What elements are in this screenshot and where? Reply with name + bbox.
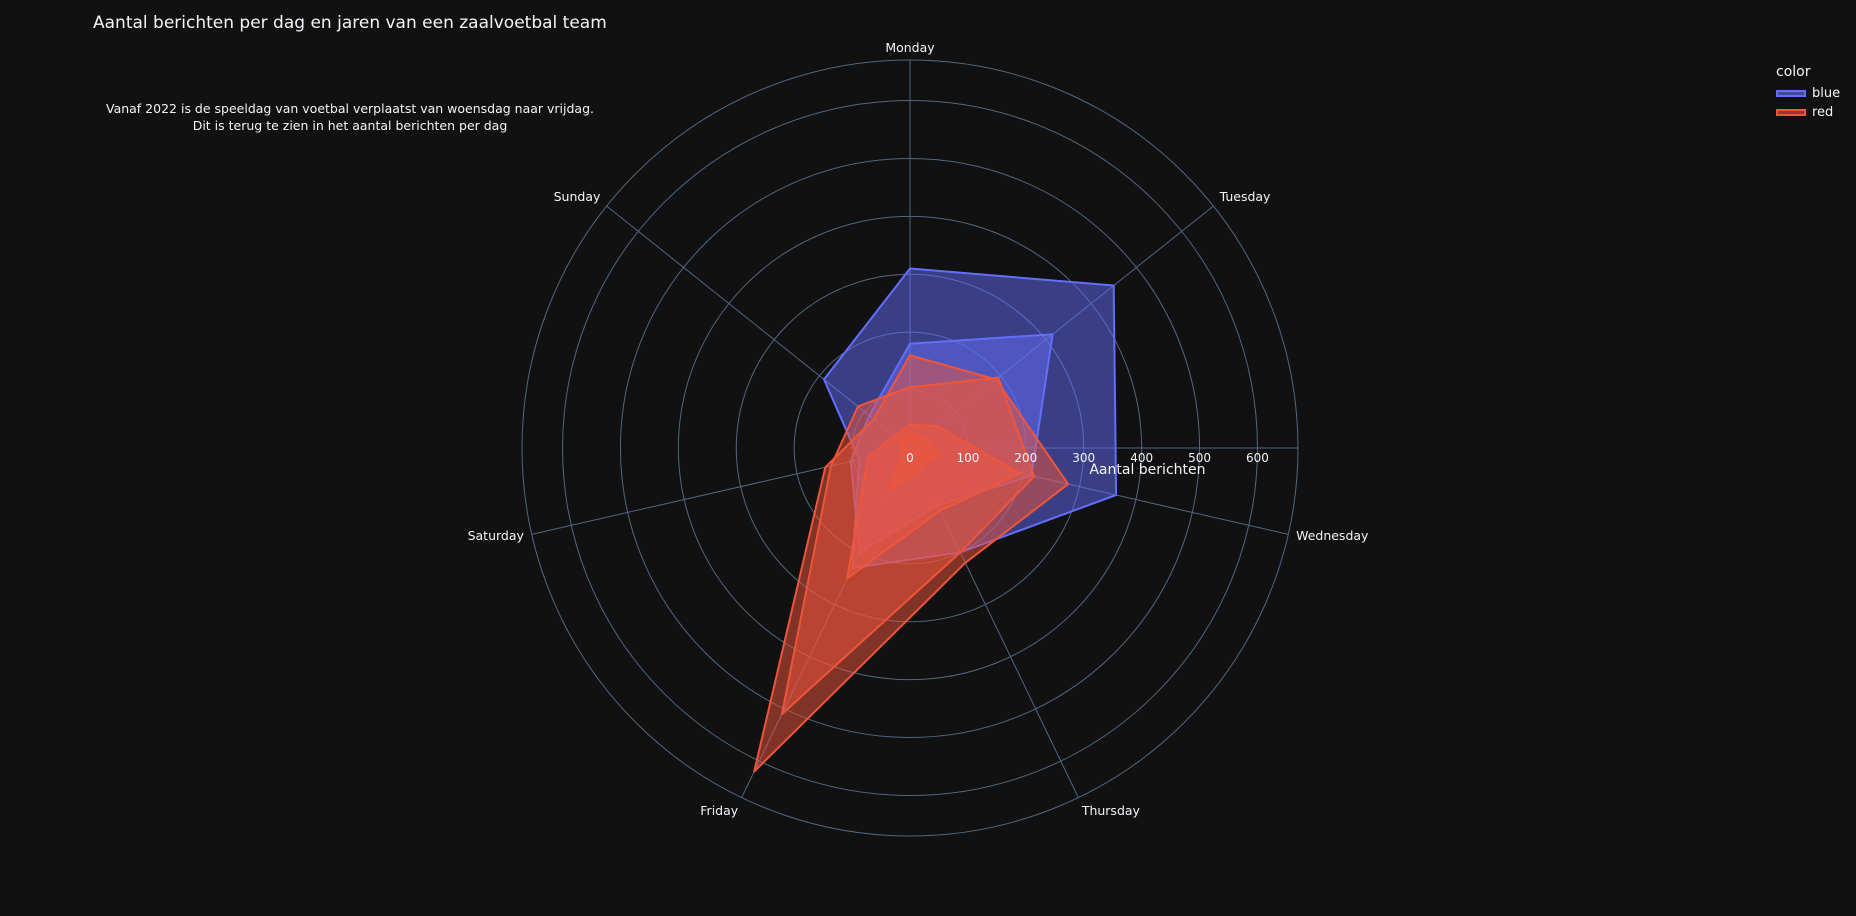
radial-axis-title: Aantal berichten bbox=[1089, 462, 1205, 478]
radial-tick-label: 100 bbox=[956, 451, 979, 465]
chart-title: Aantal berichten per dag en jaren van ee… bbox=[93, 13, 607, 33]
radial-tick-label: 200 bbox=[1014, 451, 1037, 465]
annotation-line-1: Vanaf 2022 is de speeldag van voetbal ve… bbox=[105, 101, 594, 116]
legend: color blue red bbox=[1776, 64, 1840, 122]
radial-tick-label: 600 bbox=[1246, 451, 1269, 465]
radial-tick-label: 500 bbox=[1188, 451, 1211, 465]
legend-swatch-blue bbox=[1776, 90, 1806, 97]
series-red-5[interactable] bbox=[888, 432, 940, 491]
radial-tick-label: 400 bbox=[1130, 451, 1153, 465]
radial-tick-label: 0 bbox=[906, 451, 914, 465]
legend-title: color bbox=[1776, 64, 1811, 80]
series-red-4[interactable] bbox=[846, 423, 1022, 580]
chart-annotation: Vanaf 2022 is de speeldag van voetbal ve… bbox=[80, 100, 620, 134]
angular-label-tuesday: Tuesday bbox=[1219, 189, 1271, 204]
legend-label-red: red bbox=[1812, 105, 1834, 120]
angular-label-friday: Friday bbox=[700, 803, 738, 818]
radial-tick-label: 300 bbox=[1072, 451, 1095, 465]
annotation-line-2: Dit is terug te zien in het aantal beric… bbox=[192, 118, 508, 133]
angular-label-sunday: Sunday bbox=[554, 189, 601, 204]
angular-labels: Monday Tuesday Wednesday Thursday Friday Satu… bbox=[468, 40, 1369, 818]
legend-label-blue: blue bbox=[1812, 86, 1841, 101]
series-layer bbox=[753, 267, 1118, 773]
legend-item-red[interactable]: red bbox=[1776, 103, 1840, 122]
legend-item-blue[interactable]: blue bbox=[1776, 84, 1840, 103]
radial-ticks: 0 100 200 300 400 500 600 Aantal berichten bbox=[906, 451, 1269, 478]
angular-label-monday: Monday bbox=[885, 40, 935, 55]
angular-label-saturday: Saturday bbox=[468, 528, 525, 543]
legend-swatch-red bbox=[1776, 109, 1806, 116]
angular-label-thursday: Thursday bbox=[1081, 803, 1141, 818]
angular-label-wednesday: Wednesday bbox=[1296, 528, 1369, 543]
